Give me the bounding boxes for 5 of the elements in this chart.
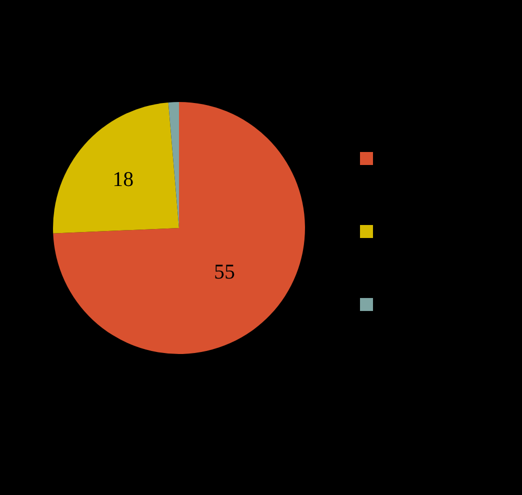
data-label: 18 [112, 166, 134, 191]
pie-slice [53, 102, 179, 234]
pie-slice [53, 102, 305, 354]
pie-slice [168, 102, 179, 228]
data-label: 55 [214, 260, 235, 284]
